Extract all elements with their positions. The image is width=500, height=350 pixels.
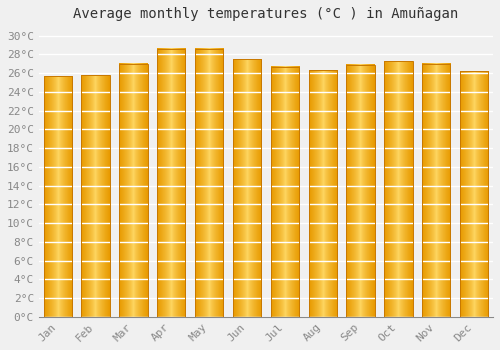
Bar — [308, 70, 337, 317]
Bar — [346, 65, 375, 317]
Bar — [44, 76, 72, 317]
Title: Average monthly temperatures (°C ) in Amuñagan: Average monthly temperatures (°C ) in Am… — [74, 7, 458, 21]
Bar — [157, 49, 186, 317]
Bar — [460, 71, 488, 317]
Bar — [82, 75, 110, 317]
Bar — [270, 66, 299, 317]
Bar — [195, 49, 224, 317]
Bar — [422, 64, 450, 317]
Bar — [384, 61, 412, 317]
Bar — [119, 64, 148, 317]
Bar — [233, 59, 261, 317]
